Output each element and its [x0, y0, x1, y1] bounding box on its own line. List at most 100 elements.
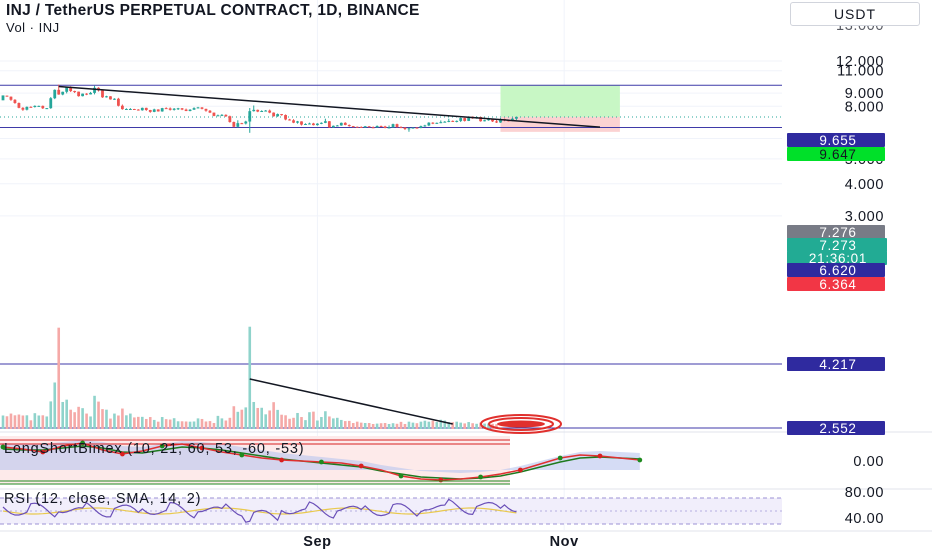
candle-body [451, 120, 455, 122]
candle-body [5, 95, 9, 97]
volume-bar [240, 409, 244, 429]
volume-bar [25, 415, 29, 429]
volume-bar [427, 421, 431, 429]
candle-body [172, 108, 176, 110]
price-tick-label: 12.000 [836, 54, 884, 70]
candle-body [339, 122, 343, 126]
volume-bar [467, 422, 470, 429]
volume-bar [65, 399, 68, 429]
volume-bar [236, 411, 240, 429]
candle-body [395, 124, 399, 128]
volume-bar [156, 421, 160, 429]
volume-bar [17, 414, 21, 429]
volume-bar [204, 421, 208, 429]
volume-bar [284, 415, 287, 429]
profit-zone [500, 85, 620, 117]
volume-bar [363, 423, 367, 429]
indicator-dot [319, 459, 324, 465]
candle-body [41, 105, 45, 109]
rsi-title: RSI (12, close, SMA, 14, 2) [4, 491, 201, 507]
volume-bar [399, 421, 403, 429]
volume-bar [411, 422, 415, 429]
candle-body [327, 121, 331, 128]
volume-bar [395, 423, 399, 429]
candle-body [367, 126, 371, 128]
candle-body [268, 110, 272, 113]
volume-bar [419, 421, 423, 429]
candle-body [411, 127, 415, 129]
volume-bar [97, 401, 100, 429]
volume-bar [29, 420, 33, 429]
candle-body [220, 114, 224, 116]
volume-bar [152, 419, 156, 429]
volume-bar [455, 421, 459, 429]
indicator-dot [557, 455, 563, 461]
price-tag [787, 357, 885, 371]
volume-bar [13, 415, 17, 429]
volume-bar [180, 421, 184, 429]
candle-body [21, 107, 25, 110]
volume-bar [252, 401, 256, 429]
candle-body [17, 103, 21, 108]
currency-button[interactable]: USDT [790, 2, 920, 26]
volume-bar [443, 420, 447, 429]
candle-body [140, 107, 144, 111]
price-tag-label: 9.655 [819, 133, 856, 148]
candle-body [264, 110, 268, 112]
candle-body [312, 123, 315, 126]
candle-body [463, 118, 467, 121]
volume-bar [447, 422, 451, 429]
volume-bar [256, 407, 260, 429]
volume-bar [367, 423, 371, 429]
price-tag-label: 21:36:01 [809, 251, 867, 266]
volume-bar [192, 421, 196, 429]
rsi-tick-label: 40.00 [845, 511, 884, 527]
volume-bar [109, 418, 112, 429]
candle-body [288, 119, 291, 121]
volume-bar [272, 402, 275, 429]
volume-bar [133, 417, 136, 429]
volume-bar [403, 423, 407, 429]
volume-bar [208, 421, 212, 429]
volume-bar [141, 416, 144, 429]
price-tag [787, 238, 887, 252]
candle-body [483, 120, 486, 122]
price-tick-label: 8.000 [845, 99, 884, 115]
candle-body [136, 109, 140, 111]
volume-bar [69, 409, 72, 429]
price-tick-label: 9.000 [845, 86, 884, 102]
price-tag-label: 6.364 [819, 277, 856, 292]
candle-body [375, 125, 379, 128]
volume-bar [459, 422, 462, 429]
volume-bar [260, 407, 263, 429]
candle-body [81, 93, 84, 97]
candle-body [427, 122, 431, 126]
volume-bar [89, 416, 92, 429]
candle-body [511, 118, 514, 121]
time-tick-label: Sep [303, 534, 331, 550]
volume-bar [73, 412, 76, 429]
indicator-dot [120, 451, 125, 457]
volume-bar [495, 424, 498, 429]
volume-bar [487, 423, 490, 429]
candle-body [188, 109, 192, 112]
volume-bar [45, 416, 49, 429]
time-axis: Sep Nov [303, 534, 578, 550]
candle-body [316, 123, 319, 126]
candle-body [144, 107, 148, 110]
candle-body [168, 108, 172, 110]
candle-body [240, 123, 244, 125]
candle-body [33, 105, 37, 108]
price-tag [787, 263, 885, 277]
volume-bar [101, 409, 104, 429]
candle-body [260, 111, 264, 113]
candle-body [343, 122, 347, 125]
volume-bar [308, 412, 311, 429]
volume-bar [296, 412, 299, 429]
volume-bar [391, 423, 395, 429]
chart-title: INJ / TetherUS PERPETUAL CONTRACT, 1D, B… [6, 2, 420, 19]
candle-body [371, 127, 375, 129]
volume-bar [232, 406, 236, 429]
candle-body [148, 109, 152, 112]
